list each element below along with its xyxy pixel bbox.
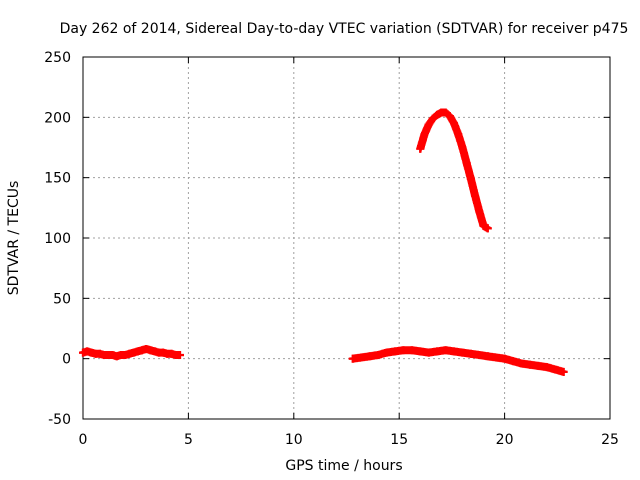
data-point [500, 354, 509, 363]
series-segment-2 [348, 346, 568, 376]
data-point [458, 348, 467, 357]
data-markers [348, 346, 568, 376]
data-point [559, 367, 568, 376]
y-tick-label: 0 [62, 352, 71, 368]
data-point [551, 365, 560, 374]
data-point [108, 351, 117, 360]
data-point [433, 347, 442, 356]
axis-ticks: 0 5 10 15 20 25 -50 0 50 100 150 200 250 [44, 50, 619, 448]
data-point [416, 144, 425, 153]
data-point [365, 352, 374, 361]
data-point [390, 347, 399, 356]
data-points [79, 108, 568, 376]
x-tick-label: 5 [184, 432, 193, 448]
data-point [450, 347, 459, 356]
data-point [534, 361, 543, 370]
data-point [159, 348, 168, 357]
y-tick-label: 100 [44, 231, 71, 247]
x-tick-label: 25 [601, 432, 619, 448]
data-point [420, 130, 429, 139]
data-point [433, 110, 442, 119]
data-point [348, 354, 357, 363]
data-point [83, 347, 92, 356]
data-point [125, 349, 134, 358]
data-point [479, 221, 488, 230]
series-segment-3 [416, 108, 492, 233]
data-point [542, 363, 551, 372]
data-point [146, 346, 155, 355]
data-point [492, 353, 501, 362]
x-axis-label: GPS time / hours [285, 458, 402, 474]
data-point [129, 348, 138, 357]
data-point [167, 349, 176, 358]
data-point [466, 349, 475, 358]
data-point [142, 345, 151, 354]
data-point [87, 348, 96, 357]
data-point [357, 353, 366, 362]
data-point [416, 347, 425, 356]
data-point [175, 351, 184, 360]
data-point [374, 351, 383, 360]
y-tick-label: 200 [44, 110, 71, 126]
data-point [517, 359, 526, 368]
data-point [466, 174, 475, 183]
data-point [450, 119, 459, 128]
y-tick-label: 250 [44, 50, 71, 66]
series-segment-1 [79, 345, 184, 361]
x-tick-label: 20 [496, 432, 514, 448]
data-point [462, 159, 471, 168]
y-tick-label: 150 [44, 171, 71, 187]
data-point [483, 352, 492, 361]
data-point [424, 120, 433, 129]
data-point [483, 224, 492, 233]
data-point [150, 347, 159, 356]
data-point [407, 346, 416, 355]
chart-title: Day 262 of 2014, Sidereal Day-to-day VTE… [60, 21, 629, 37]
data-point [445, 112, 454, 121]
data-point [382, 348, 391, 357]
y-tick-label: -50 [48, 412, 71, 428]
data-point [424, 348, 433, 357]
data-point [79, 348, 87, 357]
data-point [112, 352, 121, 361]
data-point [121, 351, 130, 360]
y-tick-label: 50 [53, 291, 71, 307]
data-point [471, 191, 480, 200]
data-point [458, 143, 467, 152]
data-point [138, 346, 147, 355]
data-point [525, 360, 534, 369]
data-point [133, 347, 142, 356]
data-point [454, 130, 463, 139]
x-tick-label: 10 [285, 432, 303, 448]
data-point [509, 357, 518, 366]
data-point [399, 346, 408, 355]
data-point [95, 349, 104, 358]
x-tick-label: 15 [390, 432, 408, 448]
data-point [441, 346, 450, 355]
data-point [475, 207, 484, 216]
data-point [475, 351, 484, 360]
y-axis-label: SDTVAR / TECUs [6, 181, 22, 296]
data-point [428, 114, 437, 123]
x-tick-label: 0 [79, 432, 88, 448]
data-point [441, 108, 450, 117]
